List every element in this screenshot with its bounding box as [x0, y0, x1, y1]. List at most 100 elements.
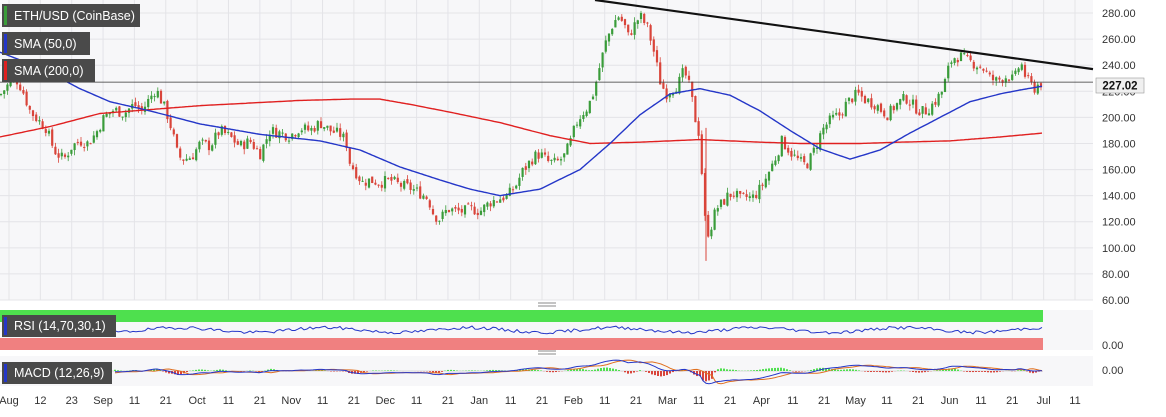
candle-body: [838, 112, 840, 115]
macd-histogram-bar: [600, 368, 602, 371]
candle-body: [656, 50, 658, 62]
candle-body: [467, 203, 469, 204]
candle-body: [173, 129, 175, 134]
candle-body: [355, 167, 357, 178]
candle-body: [397, 178, 399, 182]
candle-body: [432, 209, 434, 214]
legend-macd[interactable]: MACD (12,26,9): [2, 362, 112, 384]
macd-histogram-bar: [987, 371, 989, 372]
candle-body: [992, 75, 994, 80]
candle-body: [893, 106, 895, 110]
candle-body: [378, 185, 380, 186]
x-tick-label: Dec: [375, 395, 395, 407]
candle-body: [115, 108, 117, 110]
candle-body: [547, 156, 549, 161]
candle-body: [598, 68, 600, 80]
x-tick-label: 11: [1069, 395, 1080, 407]
candle-body: [182, 160, 184, 161]
macd-histogram-bar: [789, 370, 791, 371]
macd-histogram-bar: [387, 370, 389, 371]
macd-histogram-bar: [435, 371, 437, 373]
candle-body: [288, 141, 290, 142]
candle-body: [448, 210, 450, 212]
macd-histogram-bar: [750, 370, 752, 371]
candle-body: [538, 152, 540, 158]
candle-body: [912, 99, 914, 104]
macd-histogram-bar: [783, 368, 785, 371]
candle-body: [659, 62, 661, 84]
macd-histogram-bar: [936, 370, 938, 371]
candle-body: [147, 99, 149, 107]
candle-body: [970, 55, 972, 60]
candle-body: [979, 67, 981, 68]
candle-body: [806, 164, 808, 169]
candle-body: [272, 127, 274, 134]
legend-sma50[interactable]: SMA (50,0): [2, 32, 90, 55]
candle-body: [163, 102, 165, 104]
candle-body: [525, 166, 527, 170]
candle-body: [819, 133, 821, 150]
macd-histogram-bar: [780, 368, 782, 371]
candle-body: [986, 71, 988, 72]
macd-histogram-bar: [966, 371, 968, 372]
macd-histogram-bar: [645, 371, 647, 372]
candle-body: [262, 145, 264, 161]
candle-body: [982, 69, 984, 71]
x-tick-label: 11: [223, 395, 234, 407]
macd-histogram-bar: [978, 371, 980, 372]
macd-histogram-bar: [216, 370, 218, 371]
macd-histogram-bar: [558, 371, 560, 372]
x-tick-label: 21: [818, 395, 830, 407]
macd-histogram-bar: [900, 370, 902, 371]
x-tick-label: Feb: [564, 395, 583, 407]
candle-body: [422, 196, 424, 199]
candle-body: [883, 110, 885, 116]
y-tick-label: 140.00: [1102, 191, 1136, 203]
macd-histogram-bar: [954, 369, 956, 371]
legend-sma200[interactable]: SMA (200,0): [2, 59, 95, 82]
macd-histogram-bar: [450, 370, 452, 371]
candle-body: [781, 136, 783, 156]
candle-body: [845, 102, 847, 117]
macd-histogram-bar: [870, 371, 872, 372]
candle-body: [77, 142, 79, 143]
candle-body: [86, 141, 88, 146]
candle-body: [256, 148, 258, 149]
candle-body: [317, 121, 319, 131]
candle-body: [237, 141, 239, 144]
candle-body: [749, 196, 751, 198]
candle-body: [45, 129, 47, 133]
candle-body: [973, 62, 975, 69]
macd-histogram-bar: [957, 370, 959, 371]
candle-body: [800, 157, 802, 159]
candle-body: [224, 126, 226, 133]
macd-histogram-bar: [219, 369, 221, 371]
legend-eth[interactable]: ETH/USD (CoinBase): [2, 4, 140, 27]
candle-body: [678, 77, 680, 94]
x-tick-label: Jul: [1037, 395, 1051, 407]
y-tick-label: 260.00: [1102, 34, 1136, 46]
macd-histogram-bar: [999, 371, 1001, 372]
macd-histogram-bar: [597, 369, 599, 371]
candle-body: [592, 97, 594, 99]
candle-body: [618, 17, 620, 19]
candle-body: [346, 133, 348, 148]
candle-body: [176, 134, 178, 147]
candle-body: [499, 199, 501, 202]
macd-histogram-bar: [660, 371, 662, 376]
macd-histogram-bar: [429, 371, 431, 372]
macd-histogram-bar: [552, 371, 554, 372]
candle-body: [122, 117, 124, 118]
candle-body: [723, 199, 725, 204]
candle-body: [192, 157, 194, 159]
macd-histogram-bar: [486, 370, 488, 371]
macd-histogram-bar: [990, 371, 992, 372]
candle-body: [486, 203, 488, 207]
candle-body: [458, 208, 460, 211]
candle-body: [134, 102, 136, 106]
legend-rsi[interactable]: RSI (14,70,30,1): [2, 315, 116, 337]
candle-body: [304, 125, 306, 130]
candle-body: [416, 188, 418, 189]
candle-body: [995, 77, 997, 80]
